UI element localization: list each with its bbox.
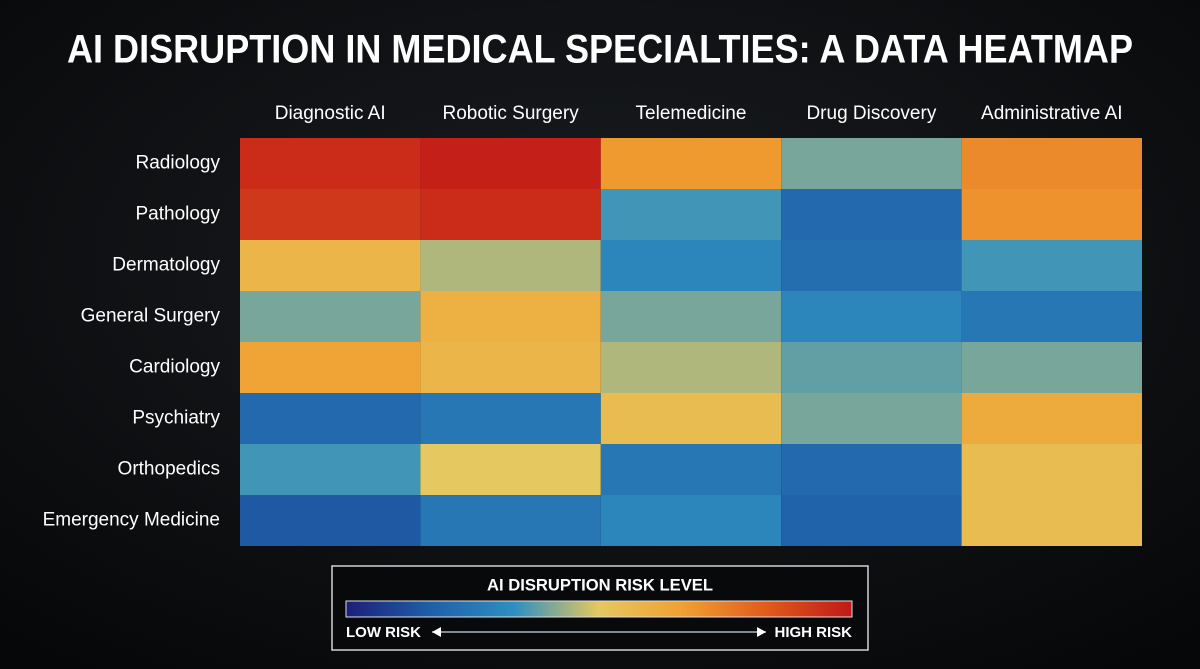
column-label: Telemedicine [636, 103, 747, 124]
heatmap-cell [961, 393, 1142, 444]
heatmap-cell [420, 138, 601, 189]
heatmap-cell [781, 342, 962, 393]
legend-high: HIGH RISK [774, 624, 852, 641]
heatmap-cell [240, 240, 421, 291]
heatmap-cell [420, 189, 601, 240]
row-label: Cardiology [129, 357, 220, 378]
heatmap-cell [240, 291, 421, 342]
row-label: Psychiatry [132, 408, 220, 429]
heatmap-cell [961, 240, 1142, 291]
row-label: Radiology [136, 153, 221, 174]
heatmap-cell [420, 342, 601, 393]
heatmap-cell [600, 138, 782, 189]
heatmap-cells [240, 138, 1142, 546]
heatmap-cell [600, 240, 782, 291]
heatmap-cell [781, 240, 962, 291]
heatmap-cell [961, 189, 1142, 240]
legend-low: LOW RISK [346, 624, 421, 641]
heatmap-cell [600, 342, 782, 393]
heatmap-cell [420, 444, 601, 495]
row-label: Dermatology [112, 255, 220, 276]
heatmap-cell [961, 138, 1142, 189]
heatmap-cell [420, 393, 601, 444]
column-label: Drug Discovery [806, 103, 936, 124]
column-label: Diagnostic AI [275, 103, 386, 124]
legend-title: AI DISRUPTION RISK LEVEL [487, 575, 713, 594]
heatmap-cell [600, 444, 782, 495]
heatmap-cell [240, 444, 421, 495]
heatmap-cell [781, 291, 962, 342]
chart-title: AI DISRUPTION IN MEDICAL SPECIALTIES: A … [67, 28, 1133, 72]
heatmap-cell [420, 240, 601, 291]
row-label: General Surgery [81, 306, 221, 327]
heatmap-cell [961, 444, 1142, 495]
heatmap-cell [961, 342, 1142, 393]
heatmap-cell [600, 291, 782, 342]
heatmap-cell [781, 444, 962, 495]
heatmap-cell [781, 189, 962, 240]
row-label: Emergency Medicine [43, 510, 220, 531]
colorbar [345, 600, 853, 618]
heatmap-cell [600, 495, 782, 546]
heatmap-cell [420, 291, 601, 342]
row-label: Pathology [135, 204, 220, 225]
heatmap-cell [240, 393, 421, 444]
heatmap-cell [961, 495, 1142, 546]
heatmap-cell [961, 291, 1142, 342]
column-label: Robotic Surgery [442, 103, 579, 124]
heatmap-cell [240, 138, 421, 189]
heatmap-cell [600, 189, 782, 240]
row-label: Orthopedics [118, 459, 220, 480]
heatmap-cell [781, 138, 962, 189]
heatmap-cell [600, 393, 782, 444]
heatmap-cell [420, 495, 601, 546]
heatmap-cell [240, 495, 421, 546]
heatmap-cell [240, 342, 421, 393]
heatmap-cell [240, 189, 421, 240]
heatmap-cell [781, 495, 962, 546]
column-label: Administrative AI [981, 103, 1123, 124]
heatmap-cell [781, 393, 962, 444]
